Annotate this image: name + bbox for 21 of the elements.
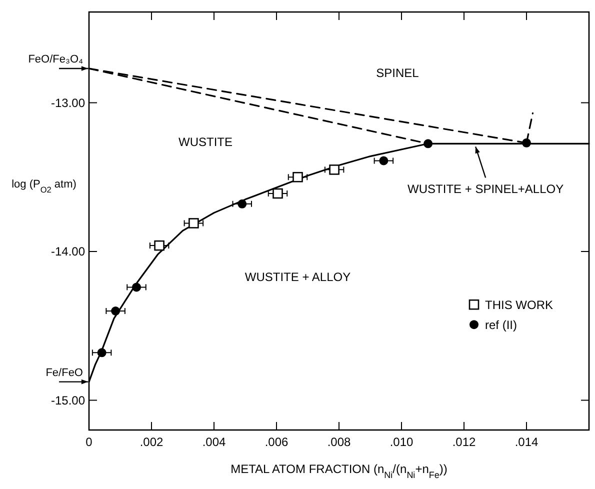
x-tick-label: 0 bbox=[86, 435, 93, 449]
annotation: WUSTITE + SPINEL+ALLOY bbox=[408, 182, 564, 196]
x-tick-label: .004 bbox=[202, 435, 226, 449]
text: FeO/Fe₃O₄ bbox=[28, 54, 84, 66]
y-axis-title: log (P$_{O2}$ atm) bbox=[12, 178, 76, 194]
x-axis-title: METAL ATOM FRACTION (n$_{Ni}$/(n$_{Ni}$+n$_{Fe}$)) bbox=[230, 462, 448, 480]
annotation: SPINEL bbox=[376, 66, 420, 80]
text: Fe/FeO bbox=[46, 366, 84, 379]
legend-label: ref (II) bbox=[485, 318, 517, 332]
y-tick-label: -14.00 bbox=[50, 244, 86, 259]
x-tick-label: .012 bbox=[452, 435, 476, 449]
x-tick-label: .008 bbox=[327, 435, 351, 449]
x-tick-label: .006 bbox=[264, 435, 288, 449]
annotation: WUSTITE + ALLOY bbox=[244, 270, 351, 284]
annotation: WUSTITE bbox=[178, 134, 232, 149]
x-tick-label: .014 bbox=[514, 435, 538, 449]
x-tick-label: .002 bbox=[140, 435, 164, 449]
legend-label: THIS WORK bbox=[485, 298, 553, 312]
x-tick-label: .010 bbox=[390, 435, 414, 449]
y-tick-label: -15.00 bbox=[50, 393, 86, 408]
y-tick-label: -13.00 bbox=[50, 96, 86, 110]
